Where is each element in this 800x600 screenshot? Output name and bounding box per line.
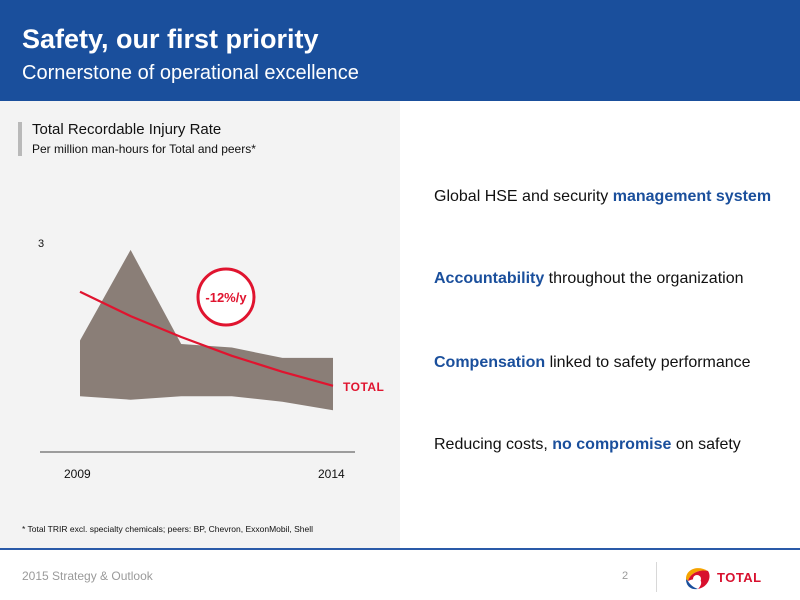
chart-title: Total Recordable Injury Rate <box>32 121 222 138</box>
bullet-emphasis: Accountability <box>434 270 545 287</box>
footer-separator <box>656 562 657 592</box>
page-title: Safety, our first priority <box>22 24 319 54</box>
peers-range-band <box>80 249 333 411</box>
trir-chart: 3 2009 2014 -12%/y TOTAL <box>38 238 384 481</box>
bullet-text: Global HSE and security <box>434 188 613 205</box>
total-logo-text: TOTAL <box>717 570 762 585</box>
bullet-costs: Reducing costs, no compromise on safety <box>434 434 774 455</box>
page-subtitle: Cornerstone of operational excellence <box>22 62 359 84</box>
bullet-accountability: Accountability throughout the organizati… <box>434 268 774 289</box>
footer-deck-title: 2015 Strategy & Outlook <box>22 569 153 583</box>
header-bar: Safety, our first priority Cornerstone o… <box>0 0 800 101</box>
total-logo-icon <box>686 568 710 590</box>
x-tick-label: 2009 <box>64 467 91 481</box>
chart-subtitle: Per million man-hours for Total and peer… <box>32 142 256 156</box>
footer-divider-line <box>0 548 800 550</box>
chart-panel <box>0 101 400 548</box>
bullet-emphasis: Compensation <box>434 354 546 371</box>
bullet-emphasis: management system <box>612 188 772 205</box>
bullet-compensation: Compensation linked to safety performanc… <box>434 352 774 373</box>
bullet-hse-system: Global HSE and security management syste… <box>434 186 774 207</box>
chart-footnote: * Total TRIR excl. specialty chemicals; … <box>22 524 314 534</box>
page-number: 2 <box>622 570 629 582</box>
series-label-total: TOTAL <box>343 380 384 394</box>
y-tick-label: 3 <box>38 238 44 250</box>
trend-annotation-circle <box>196 267 256 327</box>
bullet-text: throughout the organization <box>544 270 744 287</box>
total-trir-line <box>79 290 334 387</box>
bullets-panel <box>400 101 800 548</box>
bullet-text: Reducing costs, <box>434 436 553 453</box>
trend-annotation-label: -12%/y <box>205 290 247 305</box>
x-tick-label: 2014 <box>318 467 345 481</box>
chart-title-accent-bar <box>18 122 22 156</box>
bullet-text: linked to safety performance <box>545 354 751 371</box>
bullet-emphasis: no compromise <box>552 436 672 453</box>
bullet-text: on safety <box>671 436 741 453</box>
